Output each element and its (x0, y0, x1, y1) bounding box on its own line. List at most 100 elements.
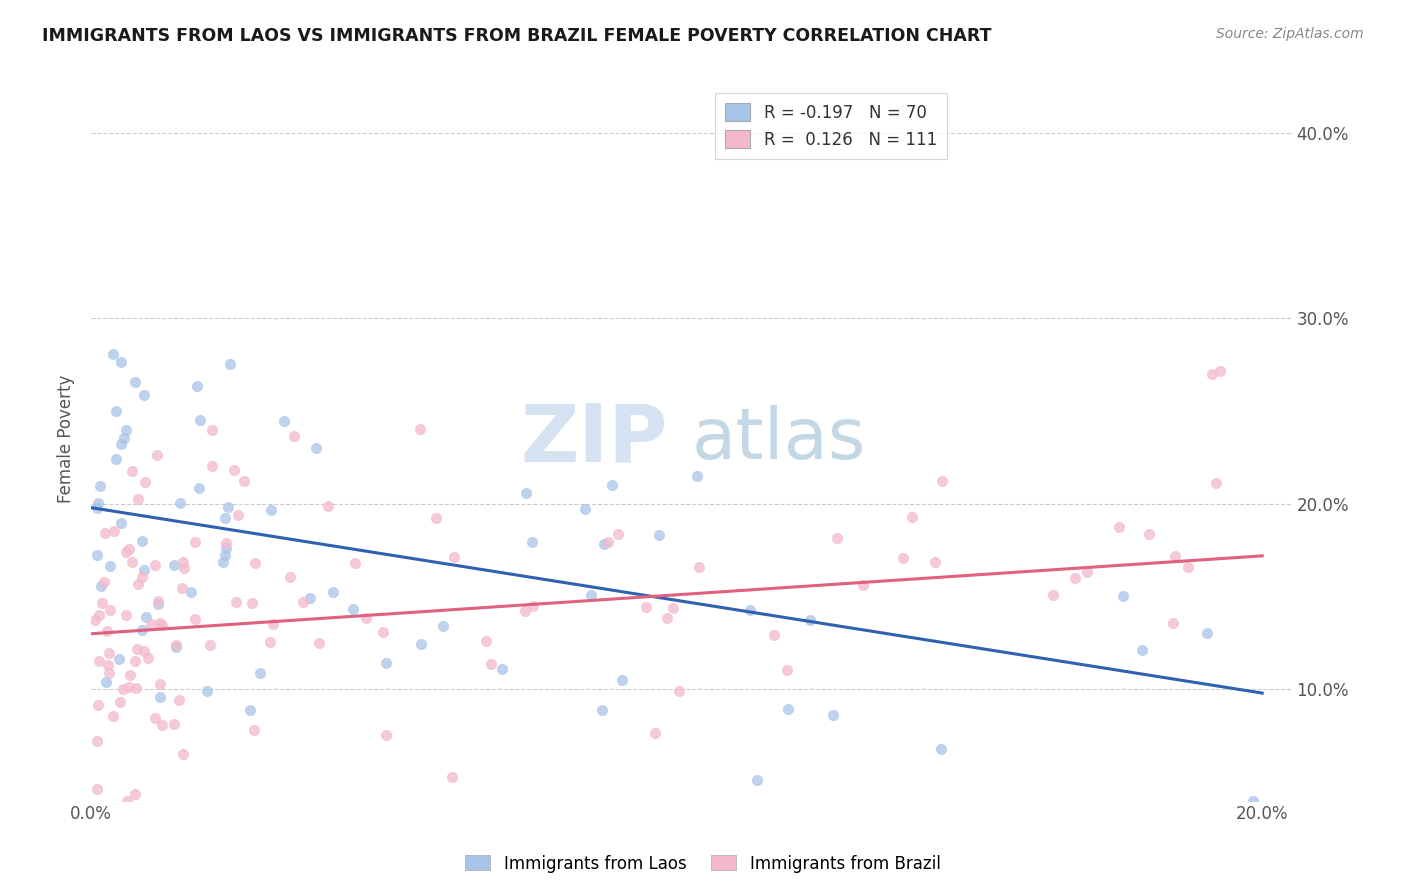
Point (169, 496, 191, 510)
Point (103, 524, 125, 538)
Point (117, 680, 139, 694)
Point (644, 726, 666, 740)
Point (167, 693, 190, 707)
Point (165, 638, 187, 652)
Point (124, 654, 146, 668)
Point (655, 611, 678, 625)
Point (104, 404, 127, 418)
Point (1076, 565, 1098, 579)
Point (1063, 571, 1085, 585)
Point (240, 596, 263, 610)
Point (441, 770, 464, 784)
Point (593, 537, 616, 551)
Point (443, 550, 465, 565)
Point (163, 717, 186, 731)
Point (249, 665, 271, 680)
Point (127, 491, 149, 506)
Point (260, 503, 283, 517)
Point (195, 683, 218, 698)
Point (374, 657, 396, 671)
Point (799, 613, 821, 627)
Y-axis label: Female Poverty: Female Poverty (58, 375, 75, 503)
Point (491, 661, 513, 675)
Point (924, 556, 946, 570)
Point (662, 600, 685, 615)
Point (610, 673, 633, 687)
Point (86, 549, 108, 563)
Point (245, 557, 267, 571)
Point (131, 569, 153, 583)
Point (89, 479, 111, 493)
Point (101, 709, 124, 723)
Point (86, 734, 108, 748)
Point (200, 459, 222, 474)
Point (125, 681, 148, 695)
Point (145, 558, 167, 572)
Point (149, 690, 172, 704)
Point (1137, 526, 1160, 541)
Point (1197, 625, 1219, 640)
Point (172, 581, 194, 595)
Point (172, 747, 194, 762)
Point (110, 695, 132, 709)
Point (98, 665, 121, 680)
Point (121, 465, 143, 479)
Text: ZIP: ZIP (520, 400, 668, 478)
Point (100, 603, 122, 617)
Point (371, 625, 394, 640)
Point (343, 556, 366, 570)
Point (90, 596, 112, 610)
Point (292, 595, 315, 609)
Point (1209, 364, 1232, 378)
Point (127, 577, 149, 591)
Point (135, 609, 157, 624)
Legend: R = -0.197   N = 70, R =  0.126   N = 111: R = -0.197 N = 70, R = 0.126 N = 111 (716, 93, 948, 159)
Point (1164, 549, 1187, 563)
Point (134, 644, 156, 658)
Point (110, 516, 132, 530)
Point (217, 500, 239, 514)
Point (134, 388, 156, 402)
Legend: Immigrants from Laos, Immigrants from Brazil: Immigrants from Laos, Immigrants from Br… (458, 848, 948, 880)
Point (90, 579, 112, 593)
Point (1205, 476, 1227, 491)
Point (821, 708, 844, 723)
Point (87, 607, 110, 622)
Point (668, 683, 690, 698)
Point (145, 711, 167, 725)
Point (322, 585, 344, 599)
Point (354, 611, 377, 625)
Point (87, 496, 110, 510)
Point (98, 559, 121, 574)
Point (172, 554, 194, 568)
Point (647, 528, 669, 542)
Point (574, 502, 596, 516)
Point (226, 508, 249, 523)
Point (214, 510, 236, 524)
Point (163, 558, 186, 573)
Point (107, 652, 129, 666)
Point (149, 616, 172, 631)
Point (481, 657, 503, 672)
Point (215, 541, 238, 556)
Point (124, 787, 146, 801)
Point (110, 436, 132, 450)
Point (93, 575, 115, 590)
Point (146, 597, 169, 611)
Point (84, 613, 107, 627)
Point (316, 500, 339, 514)
Point (101, 347, 124, 361)
Point (115, 794, 138, 808)
Point (134, 563, 156, 577)
Point (745, 772, 768, 787)
Point (1201, 367, 1223, 381)
Point (115, 423, 138, 437)
Point (1130, 642, 1153, 657)
Point (124, 375, 146, 389)
Point (432, 619, 454, 633)
Point (520, 535, 543, 549)
Point (225, 595, 247, 609)
Point (112, 682, 135, 697)
Point (342, 601, 364, 615)
Point (763, 628, 786, 642)
